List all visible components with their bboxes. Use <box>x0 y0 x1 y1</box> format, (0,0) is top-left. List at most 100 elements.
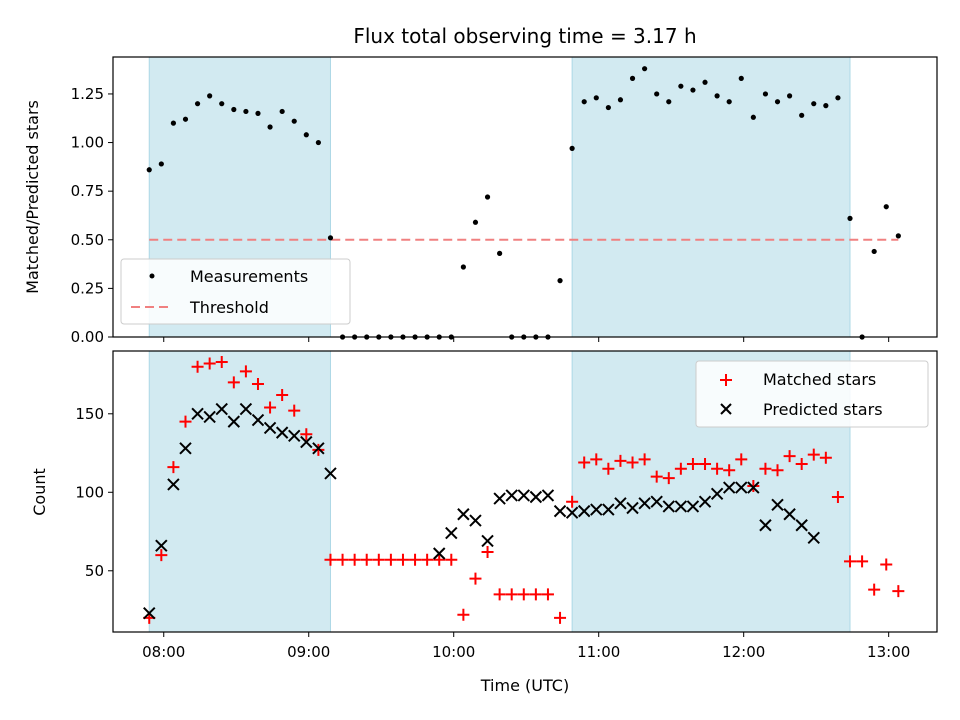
predicted-star-point <box>759 519 772 532</box>
predicted-star-point <box>203 410 216 424</box>
legend-measurements-marker <box>149 273 155 279</box>
measurement-point <box>146 167 152 173</box>
measurement-point <box>315 139 321 146</box>
matched-star-point <box>445 553 458 566</box>
predicted-star-point <box>505 489 518 502</box>
x-axis-label: Time (UTC) <box>480 676 569 695</box>
matched-star-point <box>686 458 699 471</box>
shaded-interval <box>148 350 331 633</box>
measurement-point <box>762 91 769 97</box>
matched-star-point <box>554 611 567 624</box>
legend-matched-marker <box>720 374 732 386</box>
measurement-point <box>726 99 732 105</box>
matched-star-point <box>481 545 494 558</box>
predicted-star-point <box>227 415 241 428</box>
measurement-point <box>799 112 805 118</box>
x-tick-label: 11:00 <box>577 643 620 661</box>
matched-star-point <box>396 553 409 566</box>
legend-predicted-label: Predicted stars <box>763 400 883 419</box>
predicted-star-point <box>747 481 760 494</box>
predicted-star-point <box>795 519 808 532</box>
measurement-point <box>895 233 901 239</box>
matched-star-point <box>771 464 784 477</box>
predicted-star-point <box>529 490 543 504</box>
matched-star-point <box>759 462 772 475</box>
matched-star-point <box>723 464 736 477</box>
matched-star-point <box>179 415 192 428</box>
predicted-star-point <box>457 508 470 521</box>
measurement-point <box>291 118 297 124</box>
predicted-star-point <box>650 495 663 508</box>
y-tick-label: 0.75 <box>71 182 104 200</box>
top-x-ticks <box>163 337 890 342</box>
matched-star-point <box>215 355 228 368</box>
y-tick-label: 1.25 <box>71 85 104 103</box>
matched-star-point <box>578 456 591 469</box>
matched-star-point <box>251 377 264 390</box>
predicted-star-point <box>710 487 724 501</box>
matched-star-point <box>892 585 905 598</box>
measurement-point <box>279 108 285 115</box>
matched-star-point <box>433 553 446 566</box>
bottom-x-ticks: 08:00 09:00 10:00 11:00 12:00 13:00 <box>142 632 910 661</box>
measurement-point <box>581 99 587 105</box>
matched-star-point <box>312 443 325 456</box>
predicted-star-point <box>288 429 301 442</box>
measurement-point <box>823 103 829 109</box>
y-tick-label: 0.50 <box>71 231 104 249</box>
predicted-star-point <box>771 498 784 512</box>
predicted-star-point <box>191 407 204 421</box>
matched-star-point <box>638 453 651 466</box>
measurement-point <box>303 132 309 138</box>
measurement-point <box>738 75 744 81</box>
measurement-point <box>617 97 624 103</box>
top-y-ticks: 0.00 0.25 0.50 0.75 1.00 1.25 <box>71 85 113 346</box>
measurement-point <box>629 75 636 81</box>
matched-star-point <box>505 588 518 601</box>
measurement-point <box>327 235 334 241</box>
measurement-point <box>714 93 720 99</box>
measurement-point <box>194 101 201 107</box>
measurement-point <box>231 106 237 113</box>
matched-star-point <box>457 608 470 621</box>
matched-star-point <box>566 495 579 508</box>
matched-star-point <box>735 453 748 466</box>
measurement-point <box>207 93 213 99</box>
matched-star-point <box>167 461 180 474</box>
measurement-point <box>472 219 479 225</box>
measurement-point <box>642 66 648 72</box>
matched-star-point <box>529 588 542 601</box>
top-axes-frame <box>112 56 938 338</box>
matched-star-point <box>409 553 422 566</box>
matched-star-point <box>239 365 252 378</box>
measurement-point <box>170 120 177 126</box>
predicted-star-point <box>590 503 603 516</box>
measurement-point <box>702 79 708 85</box>
ratio-panel: 0.00 0.25 0.50 0.75 1.00 1.25 Flux total obse… <box>23 24 938 346</box>
measurement-point <box>605 104 611 111</box>
predicted-star-point <box>553 504 567 518</box>
measurement-point <box>484 194 491 200</box>
matched-star-point <box>372 553 385 566</box>
matched-star-point <box>844 555 857 568</box>
matched-star-point <box>421 553 434 566</box>
matched-star-point <box>868 583 881 596</box>
predicted-star-point <box>662 500 675 513</box>
matched-star-point <box>203 357 216 370</box>
x-tick-label: 12:00 <box>722 643 765 661</box>
measurement-point <box>811 101 817 107</box>
measurement-point <box>557 278 563 284</box>
measurement-point <box>219 101 225 107</box>
matched-star-point <box>807 448 820 461</box>
predicted-star-point <box>215 402 228 416</box>
matched-star-point <box>155 549 168 562</box>
matched-star-point <box>747 480 760 493</box>
predicted-star-points <box>143 402 820 620</box>
matched-star-point <box>541 588 554 601</box>
predicted-star-point <box>638 497 651 510</box>
measurement-point <box>255 110 261 116</box>
predicted-star-point <box>602 503 615 516</box>
measurement-point <box>786 93 793 99</box>
legend-matched-label: Matched stars <box>763 370 876 389</box>
matched-star-point <box>469 572 482 585</box>
